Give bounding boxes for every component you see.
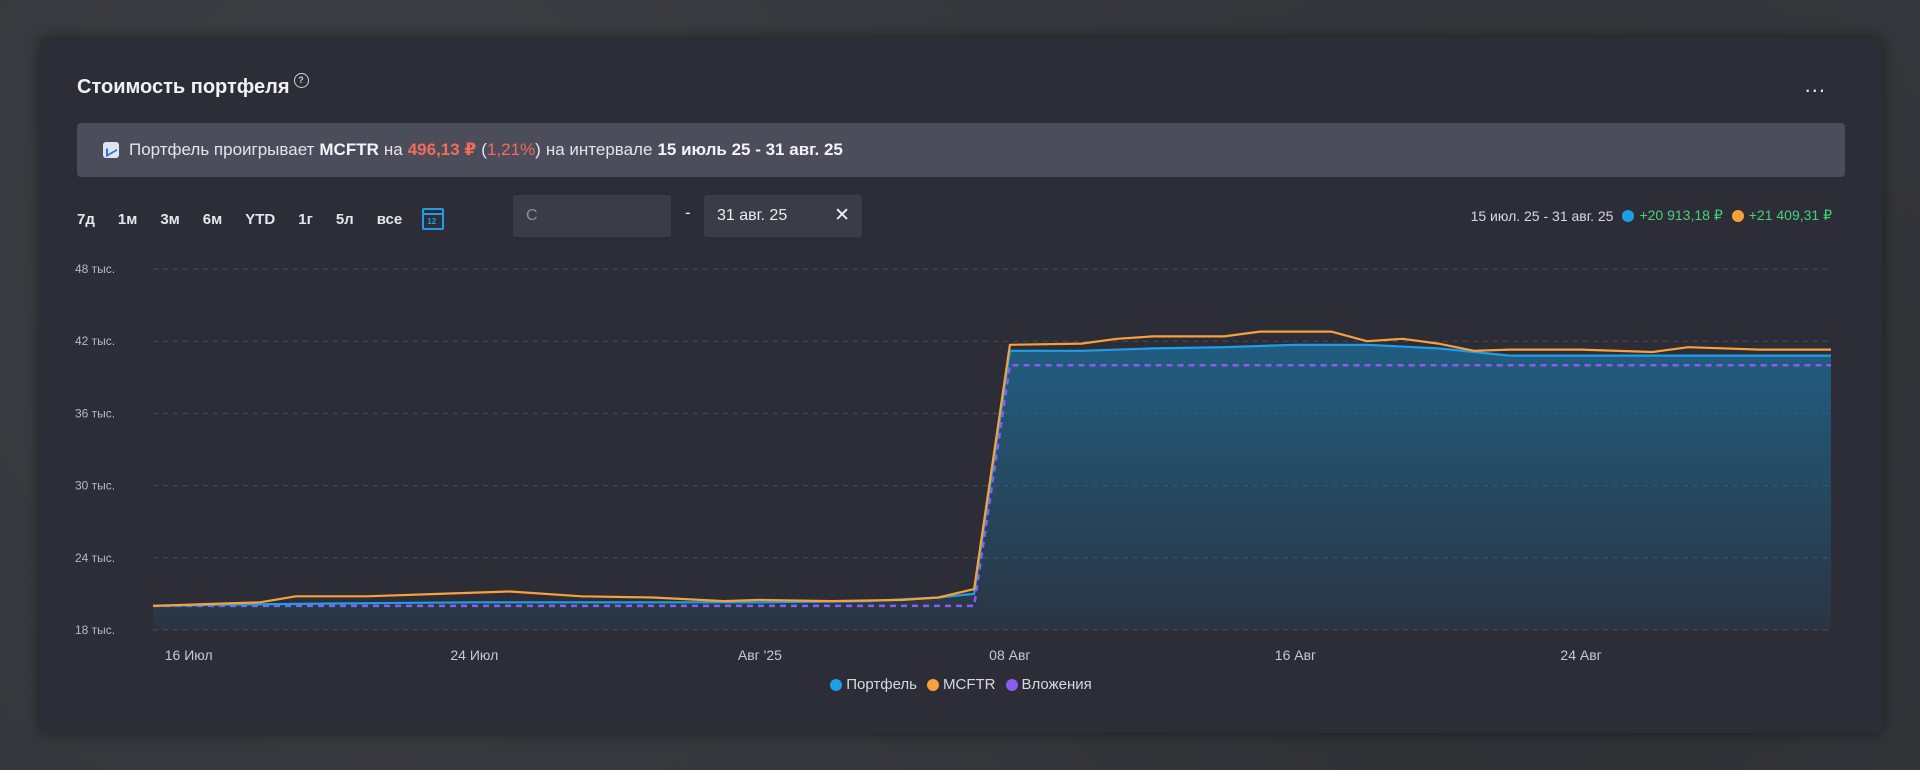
- x-tick-label: 24 Авг: [1560, 647, 1601, 663]
- range-5y-button[interactable]: 5л: [335, 210, 354, 228]
- date-from-placeholder: С: [526, 207, 538, 224]
- mcftr-dot-icon: [1731, 209, 1744, 222]
- range-ytd-button[interactable]: YTD: [245, 210, 276, 228]
- range-1y-button[interactable]: 1г: [298, 210, 313, 228]
- legend-portfolio-label: Портфель: [846, 676, 917, 693]
- x-tick-label: Авг '25: [738, 647, 782, 663]
- x-tick-label: 24 Июл: [450, 647, 498, 663]
- calendar-day: 12: [427, 217, 437, 226]
- chart-up-icon: [103, 142, 119, 158]
- legend-portfolio-dot: [830, 678, 843, 691]
- portfolio-dot-icon: [1622, 209, 1635, 222]
- banner-interval: 15 июль 25 - 31 авг. 25: [657, 140, 843, 159]
- banner-diff-pct: 1,21%: [486, 140, 536, 159]
- close-icon[interactable]: ✕: [834, 205, 850, 226]
- legend-mcftr-dot: [927, 678, 939, 691]
- series-line-portfolio: [152, 343, 1831, 607]
- period-summary: 15 июл. 25 - 31 авг. 25 +20 913,18 ₽ +21…: [1471, 207, 1832, 224]
- summary-portfolio-change: +20 913,18 ₽: [1639, 207, 1723, 223]
- range-3m-button[interactable]: 3м: [160, 210, 180, 228]
- range-6m-button[interactable]: 6м: [202, 210, 223, 228]
- y-tick-label: 18 тыс.: [75, 623, 115, 637]
- date-from-input[interactable]: С: [513, 195, 671, 237]
- portfolio-value-card: Стоимость портфеля ? ... Портфель проигр…: [40, 38, 1882, 733]
- y-tick-label: 24 тыс.: [75, 551, 115, 565]
- card-title: Стоимость портфеля ?: [77, 73, 309, 99]
- y-tick-label: 30 тыс.: [75, 479, 115, 493]
- banner-benchmark: MCFTR: [319, 140, 379, 159]
- y-tick-label: 36 тыс.: [75, 406, 115, 420]
- summary-mcftr-change: +21 409,31 ₽: [1748, 207, 1832, 223]
- banner-text-1: Портфель проигрывает: [129, 140, 315, 159]
- portfolio-chart[interactable]: 18 тыс. 24 тыс. 30 тыс. 36 тыс. 42 тыс. 48 ты…: [40, 38, 1882, 733]
- series-line-mcftr: [152, 330, 1831, 607]
- card-title-text: Стоимость портфеля: [77, 76, 290, 98]
- series-line-investments: [153, 364, 1831, 608]
- x-tick-label: 08 Авг: [989, 647, 1030, 663]
- calendar-icon[interactable]: 12: [422, 208, 445, 230]
- comparison-banner: Портфель проигрывает MCFTR на 496,13 ₽ (…: [77, 123, 1845, 177]
- legend-investments-label: Вложения: [1021, 676, 1092, 693]
- range-1m-button[interactable]: 1м: [117, 210, 138, 228]
- y-tick-label: 42 тыс.: [75, 334, 115, 348]
- question-circle-icon[interactable]: ?: [293, 73, 309, 88]
- legend-item-mcftr[interactable]: MCFTR: [927, 676, 996, 693]
- period-selector: 7д 1м 3м 6м YTD 1г 5л все 12: [77, 198, 445, 240]
- date-separator: -: [685, 203, 691, 222]
- date-to-value: 31 авг. 25: [717, 207, 788, 224]
- chart-legend: Портфель MCFTR Вложения: [40, 676, 1882, 693]
- x-tick-label: 16 Июл: [165, 647, 213, 663]
- banner-text-2: на: [383, 140, 403, 159]
- range-all-button[interactable]: все: [376, 210, 403, 228]
- banner-pct-close: ): [535, 140, 541, 159]
- legend-mcftr-label: MCFTR: [943, 676, 996, 693]
- legend-investments-dot: [1005, 678, 1018, 691]
- banner-pct-open: (: [481, 140, 487, 159]
- banner-diff-value: 496,13 ₽: [407, 140, 477, 159]
- x-tick-label: 16 Авг: [1275, 647, 1316, 663]
- range-7d-button[interactable]: 7д: [77, 210, 95, 228]
- legend-item-investments[interactable]: Вложения: [1005, 676, 1092, 693]
- legend-item-portfolio[interactable]: Портфель: [830, 676, 917, 693]
- date-to-input[interactable]: 31 авг. 25 ✕: [704, 195, 862, 237]
- y-tick-label: 48 тыс.: [75, 262, 115, 276]
- summary-range: 15 июл. 25 - 31 авг. 25: [1470, 207, 1614, 224]
- banner-text-3: на интервале: [545, 140, 653, 159]
